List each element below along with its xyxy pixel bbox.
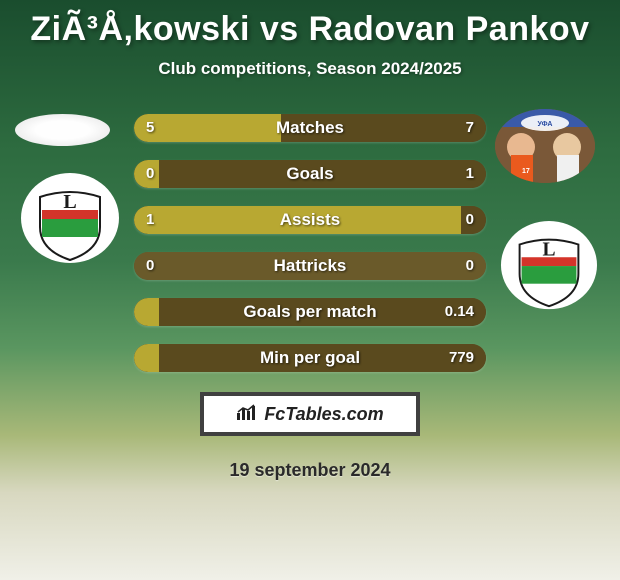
svg-text:УФА: УФА — [538, 121, 553, 128]
stat-row: Goals per match0.14 — [134, 298, 486, 326]
stat-label: Min per goal — [134, 344, 486, 372]
club-logo-left: L — [20, 172, 120, 264]
stat-value-right: 0 — [466, 206, 474, 234]
stat-value-left: 5 — [146, 114, 154, 142]
stat-value-right: 0 — [466, 252, 474, 280]
svg-text:17: 17 — [522, 168, 530, 175]
stat-row: Goals0 1 — [134, 160, 486, 188]
svg-text:L: L — [542, 239, 555, 260]
stat-value-left: 0 — [146, 252, 154, 280]
stat-value-right: 0.14 — [445, 298, 474, 326]
stat-row: Hattricks0 0 — [134, 252, 486, 280]
stat-label: Hattricks — [134, 252, 486, 280]
stat-value-right: 779 — [449, 344, 474, 372]
stat-value-right: 7 — [466, 114, 474, 142]
stat-bars: Matches57Goals01Assists10Hattricks00Goal… — [134, 114, 486, 390]
club-logo-right: L — [500, 220, 598, 312]
brand-text: FcTables.com — [264, 404, 383, 425]
stat-value-left: 0 — [146, 160, 154, 188]
stat-label: Assists — [134, 206, 486, 234]
stat-row: Assists1 0 — [134, 206, 486, 234]
stat-label: Goals — [134, 160, 486, 188]
page-subtitle: Club competitions, Season 2024/2025 — [0, 59, 620, 79]
date-label: 19 september 2024 — [0, 460, 620, 481]
stat-value-right: 1 — [466, 160, 474, 188]
svg-text:L: L — [63, 191, 76, 213]
stat-value-left: 1 — [146, 206, 154, 234]
stat-label: Goals per match — [134, 298, 486, 326]
stat-row: Matches5 7 — [134, 114, 486, 142]
player-left-avatar — [15, 114, 110, 146]
brand-chart-icon — [236, 403, 258, 426]
player-right-avatar: 17 УФА — [495, 109, 595, 183]
stat-row: Min per goal779 — [134, 344, 486, 372]
brand-badge: FcTables.com — [200, 392, 420, 436]
stat-label: Matches — [134, 114, 486, 142]
page-title: ZiÃ³Å‚kowski vs Radovan Pankov — [0, 0, 620, 49]
stats-area: 17 УФА L L Matches57Goals01Assists10Hatt… — [0, 114, 620, 394]
